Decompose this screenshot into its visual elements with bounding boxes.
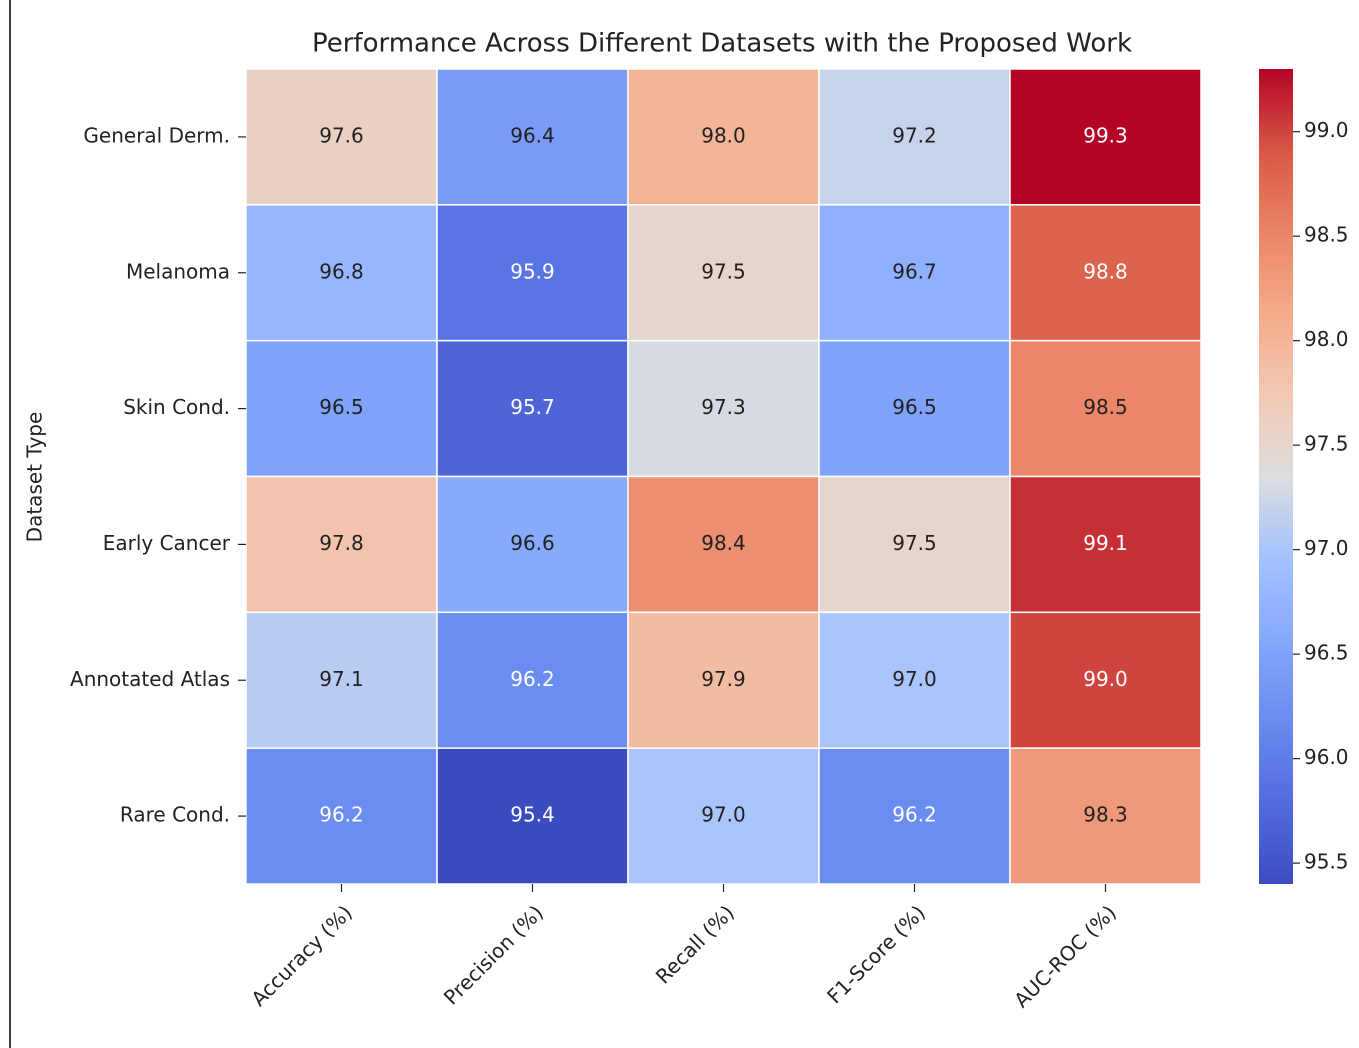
colorbar-tick-label: 99.0 (1304, 118, 1349, 142)
heatmap-cell (1009, 611, 1202, 749)
cell-label: 99.1 (1083, 531, 1128, 555)
heatmap-cell (627, 611, 820, 749)
heatmap-cell (818, 475, 1011, 614)
heatmap-cell (1009, 204, 1202, 342)
heatmap-cell (1009, 339, 1202, 478)
y-tick-label: Skin Cond. (123, 395, 230, 419)
cell-label: 98.4 (701, 531, 746, 555)
cell-label: 96.5 (892, 395, 937, 419)
colorbar-tick-label: 98.0 (1304, 327, 1349, 351)
colorbar-tick-label: 97.0 (1304, 536, 1349, 560)
heatmap-cell (1009, 475, 1202, 614)
heatmap-cell (436, 339, 629, 478)
chart-title: Performance Across Different Datasets wi… (312, 29, 1132, 59)
colorbar-tick-label: 96.0 (1304, 745, 1349, 769)
cell-label: 99.3 (1083, 123, 1128, 147)
cell-label: 98.0 (701, 123, 746, 147)
y-axis-label: Dataset Type (23, 412, 47, 543)
cell-label: 96.7 (892, 259, 937, 283)
colorbar-tick-label: 95.5 (1304, 850, 1349, 874)
cell-label: 99.0 (1083, 667, 1128, 691)
cell-label: 96.5 (319, 395, 364, 419)
cell-label: 97.3 (701, 395, 746, 419)
heatmap-cell (245, 747, 438, 885)
heatmap-cell (818, 68, 1011, 206)
heatmap-cell (1009, 68, 1202, 206)
cell-label: 96.2 (510, 667, 555, 691)
heatmap-cell (245, 475, 438, 614)
cell-label: 95.9 (510, 259, 555, 283)
heatmap-cell (818, 611, 1011, 749)
cell-label: 96.2 (319, 803, 364, 827)
y-tick-label: Melanoma (126, 259, 230, 283)
cell-label: 95.7 (510, 395, 555, 419)
cell-label: 97.6 (319, 123, 364, 147)
y-tick-label: Early Cancer (103, 531, 231, 555)
heatmap-cell (436, 204, 629, 342)
cell-label: 96.8 (319, 259, 364, 283)
cell-label: 97.2 (892, 123, 937, 147)
cell-label: 98.3 (1083, 803, 1128, 827)
colorbar (1259, 69, 1293, 884)
cell-label: 97.5 (892, 531, 937, 555)
cell-label: 96.4 (510, 123, 555, 147)
heatmap-cell (436, 747, 629, 885)
heatmap-cell (818, 747, 1011, 885)
heatmap-cell (436, 611, 629, 749)
heatmap-cell (818, 204, 1011, 342)
cell-label: 97.5 (701, 259, 746, 283)
cell-label: 97.9 (701, 667, 746, 691)
cell-label: 97.1 (319, 667, 364, 691)
cell-label: 97.0 (892, 667, 937, 691)
colorbar-tick-label: 98.5 (1304, 223, 1349, 247)
cell-label: 97.0 (701, 803, 746, 827)
heatmap-cell (245, 68, 438, 206)
cell-label: 97.8 (319, 531, 364, 555)
heatmap-cell (627, 475, 820, 614)
cell-label: 96.6 (510, 531, 555, 555)
heatmap-cell (627, 68, 820, 206)
cell-label: 98.8 (1083, 259, 1128, 283)
cell-label: 95.4 (510, 803, 555, 827)
cell-label: 98.5 (1083, 395, 1128, 419)
y-tick-label: Rare Cond. (120, 803, 230, 827)
heatmap-cell (627, 747, 820, 885)
heatmap-cell (818, 339, 1011, 478)
y-tick-label: General Derm. (83, 123, 230, 147)
y-tick-label: Annotated Atlas (70, 667, 230, 691)
colorbar-tick-label: 96.5 (1304, 641, 1349, 665)
colorbar-tick-label: 97.5 (1304, 432, 1349, 456)
cell-label: 96.2 (892, 803, 937, 827)
